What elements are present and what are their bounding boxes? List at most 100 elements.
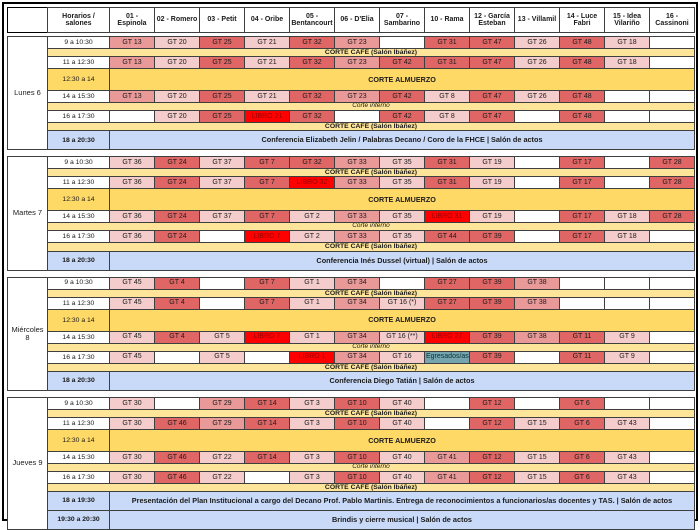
gt-slot-cell: GT 25 [199, 90, 245, 104]
day-label: Lunes 6 [7, 35, 48, 151]
room-header: 15 - Idea Vilariño [604, 7, 650, 33]
time-cell: 16 a 17:30 [47, 470, 110, 484]
gt-slot-cell: GT 33 [334, 230, 380, 244]
gt-slot-cell: GT 14 [244, 396, 290, 410]
gt-slot-cell: GT 17 [559, 230, 605, 244]
gt-slot-cell: GT 31 [424, 176, 470, 190]
gt-slot-cell: GT 39 [469, 276, 515, 290]
gt-slot-cell: GT 4 [154, 296, 200, 310]
empty-slot-cell [604, 156, 650, 170]
gt-slot-cell: GT 31 [424, 156, 470, 170]
time-cell: 18 a 20:30 [47, 250, 110, 271]
empty-slot-cell [649, 296, 695, 310]
time-cell: 14 a 15:30 [47, 330, 110, 344]
gt-slot-cell: GT 18 [604, 36, 650, 49]
gt-slot-cell: GT 48 [559, 56, 605, 70]
libro-slot-cell: LIBRO 32 [289, 176, 335, 190]
corte-cafe-band: CORTE CAFÉ (Salón Ibáñez) [47, 482, 695, 493]
time-cell: 16 a 17:30 [47, 350, 110, 364]
gt-slot-cell: GT 39 [469, 330, 515, 344]
horarios-salones-header: Horarios / salones [47, 7, 110, 33]
gt-slot-cell: GT 42 [379, 110, 425, 124]
gt-slot-cell: GT 26 [514, 56, 560, 70]
gt-slot-cell: GT 7 [244, 296, 290, 310]
gt-slot-cell: GT 10 [334, 396, 380, 410]
gt-slot-cell: GT 36 [109, 210, 155, 224]
gt-slot-cell: GT 15 [514, 416, 560, 430]
gt-slot-cell: GT 23 [334, 56, 380, 70]
gt-slot-cell: GT 10 [334, 416, 380, 430]
empty-slot-cell [379, 36, 425, 49]
gt-slot-cell: GT 10 [334, 470, 380, 484]
empty-slot-cell [649, 416, 695, 430]
gt-slot-cell: GT 26 [514, 36, 560, 49]
gt-slot-cell: GT 6 [559, 450, 605, 464]
gt-slot-cell: GT 24 [154, 230, 200, 244]
empty-slot-cell [154, 396, 200, 410]
gt-slot-cell: GT 5 [199, 330, 245, 344]
libro-slot-cell: LIBRO 1 [289, 350, 335, 364]
corte-interno-band: Corte interno [47, 342, 695, 352]
empty-slot-cell [649, 470, 695, 484]
gt-slot-cell: GT 28 [649, 176, 695, 190]
gt-slot-cell: GT 47 [469, 36, 515, 49]
time-cell: 9 a 10:30 [47, 396, 110, 410]
room-header: 01 - Espinola [109, 7, 155, 33]
corte-cafe-band: CORTE CAFÉ (Salón Ibáñez) [47, 362, 695, 372]
gt-slot-cell: GT 3 [289, 416, 335, 430]
gt-slot-cell: GT 34 [334, 330, 380, 344]
time-cell: 18 a 20:30 [47, 370, 110, 391]
gt-slot-cell: GT 33 [334, 210, 380, 224]
gt-slot-cell: GT 1 [289, 296, 335, 310]
gt-slot-cell: GT 38 [514, 330, 560, 344]
gt-slot-cell: GT 39 [469, 230, 515, 244]
libro-slot-cell: LIBRO 7 [244, 330, 290, 344]
gt-slot-cell: GT 20 [154, 110, 200, 124]
gt-slot-cell: GT 17 [559, 176, 605, 190]
time-cell: 16 a 17:30 [47, 110, 110, 124]
gt-slot-cell: GT 46 [154, 416, 200, 430]
gt-slot-cell: GT 30 [109, 396, 155, 410]
gt-slot-cell: GT 13 [109, 90, 155, 104]
time-cell: 18 a 19:30 [47, 491, 110, 511]
gt-slot-cell: GT 37 [199, 176, 245, 190]
gt-slot-cell: GT 25 [199, 110, 245, 124]
gt-slot-cell: GT 21 [244, 56, 290, 70]
gt-slot-cell: GT 27 [424, 296, 470, 310]
gt-slot-cell: GT 20 [154, 36, 200, 49]
gt-slot-cell: GT 20 [154, 90, 200, 104]
time-cell: 14 a 15:30 [47, 210, 110, 224]
gt-slot-cell: GT 47 [469, 90, 515, 104]
empty-slot-cell [109, 110, 155, 124]
time-cell: 11 a 12:30 [47, 176, 110, 190]
gt-slot-cell: GT 17 [559, 210, 605, 224]
gt-slot-cell: GT 24 [154, 210, 200, 224]
gt-slot-cell: GT 35 [379, 210, 425, 224]
empty-slot-cell [649, 330, 695, 344]
event-cell: Conferencia Diego Tatián | Salón de acto… [109, 370, 695, 391]
room-header: 05 - Bentancourt [289, 7, 335, 33]
gt-slot-cell: GT 22 [199, 470, 245, 484]
gt-slot-cell: GT 47 [469, 56, 515, 70]
gt-slot-cell: GT 19 [469, 156, 515, 170]
gt-slot-cell: GT 19 [469, 210, 515, 224]
gt-slot-cell: GT 45 [109, 330, 155, 344]
gt-slot-cell: GT 24 [154, 156, 200, 170]
gt-slot-cell: GT 43 [604, 470, 650, 484]
gt-slot-cell: GT 11 [559, 330, 605, 344]
gt-slot-cell: GT 36 [109, 230, 155, 244]
empty-slot-cell [514, 350, 560, 364]
gt-slot-cell: GT 14 [244, 416, 290, 430]
time-cell: 14 a 15:30 [47, 450, 110, 464]
event-cell: Conferencia Elizabeth Jelin / Palabras D… [109, 130, 695, 151]
egresados-slot-cell: Egresados/as [424, 350, 470, 364]
gt-slot-cell: GT 32 [289, 36, 335, 49]
time-cell: 9 a 10:30 [47, 156, 110, 170]
gt-slot-cell: GT 43 [604, 450, 650, 464]
gt-slot-cell: GT 16 (*) [379, 296, 425, 310]
gt-slot-cell: GT 32 [289, 156, 335, 170]
corte-cafe-band: CORTE CAFÉ (Salón Ibáñez) [47, 408, 695, 418]
